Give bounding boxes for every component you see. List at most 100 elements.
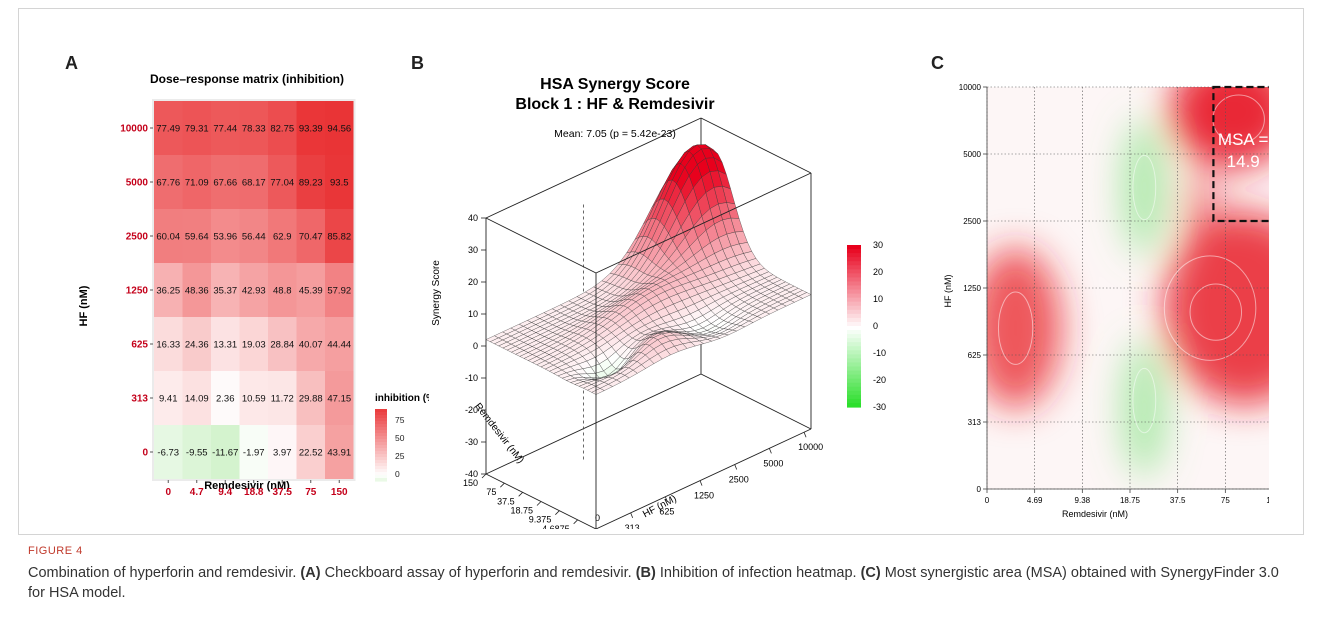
surface-colorbar-swatch [847,281,861,287]
surface-colorbar-tick: -30 [873,402,886,412]
caption-a-tag: (A) [300,565,321,581]
surface-colorbar-swatch [847,334,861,339]
surface-colorbar-swatch [847,346,861,351]
matrix-cell-value: 71.09 [185,178,209,189]
surface-colorbar-swatch [847,265,861,270]
msa-y-tick-label: 0 [977,485,982,494]
msa-contour [1163,255,1257,361]
surface-box-edge [700,373,812,430]
matrix-cell [325,263,354,317]
matrix-cell-value: 77.44 [213,124,237,135]
matrix-cell-value: 67.66 [213,178,237,189]
matrix-x-tick-label: 18.8 [244,487,264,498]
matrix-legend-swatch [375,421,387,425]
matrix-legend-tick: 25 [395,451,405,461]
matrix-cell [182,425,211,479]
msa-ylabel: HF (nM) [943,275,953,308]
matrix-cell [154,317,183,371]
surface-y-tick-label: 5000 [763,458,783,468]
matrix-y-tick-label: 625 [131,340,148,351]
caption-b-tag: (B) [635,565,656,581]
msa-synergy-region [1164,211,1269,405]
surface-y-tick [630,512,634,519]
surface-colorbar-swatch [847,261,861,266]
surface-colorbar-tick: 20 [873,267,883,277]
msa-x-tick-label: 18.75 [1120,496,1141,505]
surface-colorbar-swatch [847,277,861,283]
matrix-y-tick-label: 10000 [120,124,148,135]
surface-colorbar-swatch [847,273,861,278]
matrix-y-tick-label: 5000 [126,178,149,189]
surface-y-tick-label: 313 [625,523,640,529]
matrix-ylabel: HF (nM) [78,285,90,326]
caption-c-tag: (C) [860,565,881,581]
matrix-cell-value: 35.37 [213,286,237,297]
msa-xlabel: Remdesivir (nM) [1062,509,1128,519]
matrix-cell [154,263,183,317]
surface-y-tick [769,448,772,454]
matrix-cell-value: 62.9 [273,232,292,243]
surface-colorbar-tick: 30 [873,240,883,250]
matrix-cell [182,317,211,371]
panel-label-c: C [931,53,944,73]
matrix-cell-value: -1.97 [243,448,265,459]
matrix-cell-value: 3.97 [273,448,292,459]
matrix-cell [296,209,325,263]
matrix-cell [296,371,325,425]
surface-z-tick-label: 0 [473,341,478,351]
matrix-cell-value: -11.67 [212,448,238,459]
matrix-cell-value: 70.47 [299,232,323,243]
surface-x-tick-label: 75 [486,487,496,497]
surface-colorbar-swatch [847,338,861,343]
msa-x-tick-label: 0 [985,496,990,505]
surface-y-tick [699,480,703,486]
surface-subtitle: Block 1 : HF & Remdesivir [515,96,714,113]
surface-colorbar-swatch [847,321,861,327]
matrix-legend-swatch [375,436,387,440]
msa-synergy-region [987,247,1062,409]
matrix-cell [182,371,211,425]
matrix-cell-value: 60.04 [156,232,180,243]
matrix-cell-value: 43.91 [327,448,351,459]
panel-label-a: A [65,53,78,73]
msa-contour [997,291,1034,365]
matrix-cell-value: 48.36 [185,286,209,297]
matrix-cell-value: 40.07 [299,340,323,351]
surface-colorbar-tick: 10 [873,294,883,304]
surface-x-tick [536,501,542,506]
matrix-cell-value: 77.04 [270,178,294,189]
surface-x-tick [481,473,487,479]
matrix-cell-value: 13.31 [213,340,237,351]
matrix-cell-value: 89.23 [299,178,323,189]
matrix-cell-value: 68.17 [242,178,266,189]
surface-colorbar-swatch [847,330,861,335]
surface-colorbar-swatch [847,253,861,258]
matrix-cell-value: 59.64 [185,232,209,243]
msa-synergy-map: HF (nM) Remdesivir (nM) 0 4.69 9.38 18.75 37… [943,83,1269,519]
matrix-legend-swatch [375,430,387,434]
matrix-title: Dose–response matrix (inhibition) [150,72,344,86]
matrix-cell-value: 93.5 [330,178,349,189]
surface-colorbar-swatch [847,249,861,254]
matrix-legend-swatch [375,472,387,476]
surface-annotation: Mean: 7.05 (p = 5.42e-23) [554,128,676,140]
surface-colorbar-swatch [847,245,861,250]
msa-y-tick-label: 1250 [963,284,981,293]
msa-y-tick-label: 625 [968,351,982,360]
surface-colorbar-swatch [847,293,861,299]
surface-z-tick-label: -20 [465,405,478,415]
msa-x-tick-label: 75 [1221,496,1230,505]
matrix-cell [239,209,268,263]
surface-z-tick-label: -30 [465,437,478,447]
matrix-legend-swatch [375,412,387,416]
surface-z-tick-label: -10 [465,373,478,383]
surface-colorbar-swatch [847,390,861,396]
surface-box-edge [595,172,812,274]
surface-colorbar-swatch [847,394,861,400]
matrix-cell [211,371,240,425]
matrix-cell [239,317,268,371]
matrix-cell-value: 93.39 [299,124,323,135]
surface-colorbar-swatch [847,366,861,372]
matrix-cell [211,155,240,209]
surface-x-label: Remdesivir (nM) [472,401,526,466]
